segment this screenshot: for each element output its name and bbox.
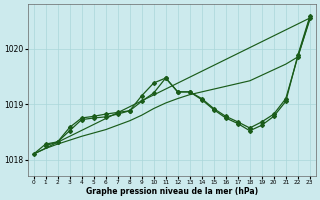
- X-axis label: Graphe pression niveau de la mer (hPa): Graphe pression niveau de la mer (hPa): [86, 187, 258, 196]
